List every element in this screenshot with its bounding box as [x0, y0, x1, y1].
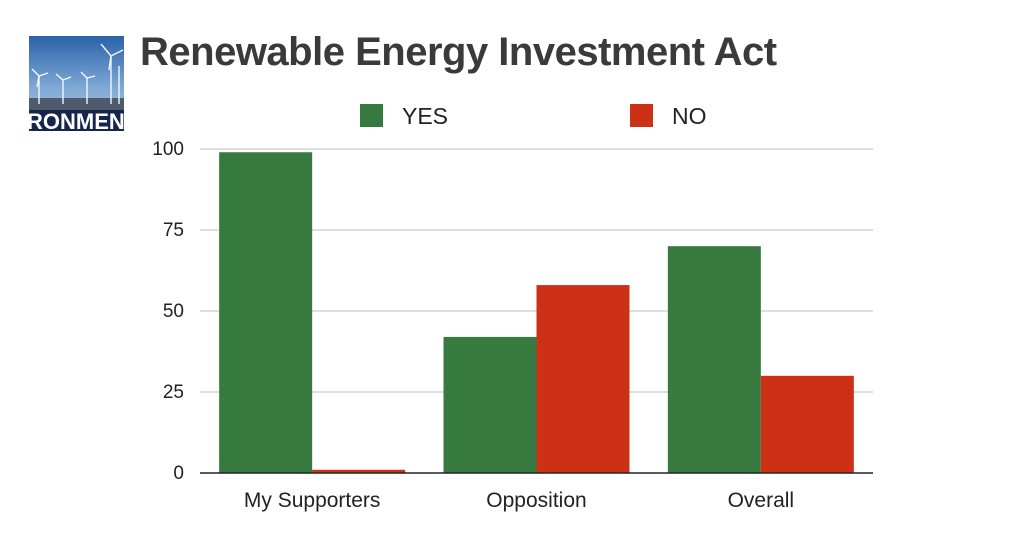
legend: YES NO — [360, 103, 707, 129]
x-category-label: Opposition — [486, 489, 586, 512]
bar-yes-opposition — [443, 336, 537, 473]
bar-yes-overall — [667, 246, 761, 473]
bar-no-my-supporters — [312, 469, 406, 473]
legend-swatch-no — [630, 104, 653, 127]
y-tick-label: 50 — [163, 301, 184, 322]
legend-label-no: NO — [672, 103, 707, 129]
bar-no-opposition — [536, 285, 630, 473]
bars — [219, 152, 854, 474]
thumbnail-text: RONMEN — [29, 109, 124, 131]
x-axis-categories: My Supporters Opposition Overall — [244, 489, 794, 512]
y-axis-ticks: 0 25 50 75 100 — [152, 139, 184, 484]
legend-label-yes: YES — [402, 103, 448, 129]
wind-turbine-thumbnail: RONMEN — [29, 36, 124, 131]
bar-yes-my-supporters — [219, 152, 313, 474]
y-tick-label: 25 — [163, 382, 184, 403]
y-tick-label: 100 — [152, 139, 184, 160]
wind-turbine-photo-icon: RONMEN — [29, 36, 124, 131]
x-category-label: My Supporters — [244, 489, 381, 512]
legend-swatch-yes — [360, 104, 383, 127]
bar-no-overall — [760, 375, 854, 473]
y-tick-label: 0 — [173, 463, 184, 484]
y-tick-label: 75 — [163, 220, 184, 241]
x-category-label: Overall — [728, 489, 795, 512]
page-title: Renewable Energy Investment Act — [140, 30, 777, 74]
